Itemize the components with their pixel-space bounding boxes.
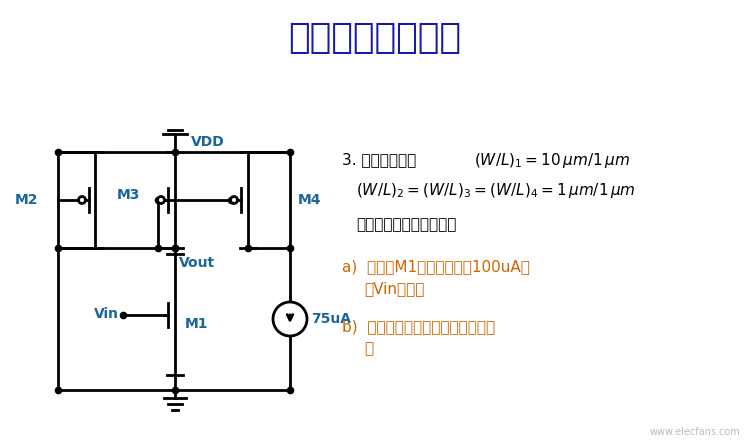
Text: 所有管子都處于飽和區。: 所有管子都處于飽和區。	[356, 218, 456, 233]
Text: Vin: Vin	[94, 307, 119, 322]
Text: www.elecfans.com: www.elecfans.com	[650, 427, 740, 437]
Text: $(W/L)_2=(W/L)_3=(W/L)_4=1\,\mu m/1\,\mu m$: $(W/L)_2=(W/L)_3=(W/L)_4=1\,\mu m/1\,\mu…	[356, 180, 636, 199]
Text: $(W/L)_1=10\,\mu m/1\,\mu m$: $(W/L)_1=10\,\mu m/1\,\mu m$	[474, 151, 630, 170]
Text: M4: M4	[298, 193, 322, 207]
Text: a)  若要求M1的直流電流為100uA，: a) 若要求M1的直流電流為100uA，	[342, 260, 530, 275]
Text: VDD: VDD	[191, 135, 225, 149]
Circle shape	[273, 302, 307, 336]
Text: b)  計算電路的小信號增益和輸出阻: b) 計算電路的小信號增益和輸出阻	[342, 319, 495, 334]
Text: 75uA: 75uA	[311, 312, 351, 326]
Circle shape	[79, 197, 86, 203]
Text: M2: M2	[14, 193, 38, 207]
Text: 3. 在左圖中，設: 3. 在左圖中，設	[342, 152, 426, 167]
Text: M3: M3	[117, 188, 140, 202]
Text: M1: M1	[185, 318, 209, 331]
Text: 抗: 抗	[364, 342, 374, 357]
Circle shape	[158, 197, 164, 203]
Text: 期中考試題目講解: 期中考試題目講解	[289, 21, 461, 55]
Circle shape	[230, 197, 238, 203]
Text: Vout: Vout	[179, 256, 215, 270]
Text: 求Vin的值。: 求Vin的值。	[364, 281, 424, 296]
